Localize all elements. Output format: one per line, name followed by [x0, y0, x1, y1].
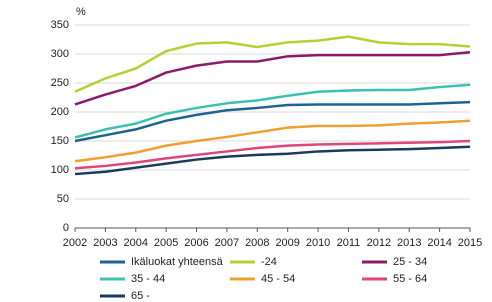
x-tick-label: 2015 — [458, 237, 482, 249]
y-tick-label: 250 — [51, 77, 69, 89]
x-tick-label: 2007 — [215, 237, 239, 249]
y-tick-label: 100 — [51, 164, 69, 176]
y-axis-unit: % — [76, 6, 86, 18]
series-line — [74, 83, 471, 139]
legend-label: 25 - 34 — [393, 256, 427, 268]
y-tick-label: 50 — [57, 193, 69, 205]
series-line — [74, 51, 471, 106]
x-tick-label: 2002 — [63, 237, 87, 249]
y-tick-label: 150 — [51, 135, 69, 147]
x-tick-label: 2005 — [154, 237, 178, 249]
series-line — [74, 139, 471, 170]
legend-label: 35 - 44 — [131, 273, 165, 285]
x-tick-label: 2010 — [306, 237, 330, 249]
series-line — [74, 35, 471, 93]
y-tick-label: 300 — [51, 48, 69, 60]
x-tick-label: 2003 — [93, 237, 117, 249]
series-line — [74, 145, 471, 176]
y-tick-label: 0 — [63, 222, 69, 234]
legend-label: 65 - — [131, 290, 150, 302]
y-tick-label: 200 — [51, 106, 69, 118]
legend-label: -24 — [261, 256, 277, 268]
x-tick-label: 2006 — [184, 237, 208, 249]
x-tick-label: 2004 — [124, 237, 148, 249]
series-line — [74, 119, 471, 163]
x-tick-label: 2014 — [427, 237, 451, 249]
x-tick-label: 2013 — [397, 237, 421, 249]
legend-label: Ikäluokat yhteensä — [131, 256, 224, 268]
x-tick-label: 2008 — [245, 237, 269, 249]
x-tick-label: 2009 — [275, 237, 299, 249]
y-tick-label: 350 — [51, 19, 69, 31]
x-tick-label: 2012 — [367, 237, 391, 249]
x-tick-label: 2011 — [337, 237, 361, 249]
series-line — [74, 100, 471, 143]
legend-label: 45 - 54 — [261, 273, 295, 285]
legend-label: 55 - 64 — [393, 273, 427, 285]
